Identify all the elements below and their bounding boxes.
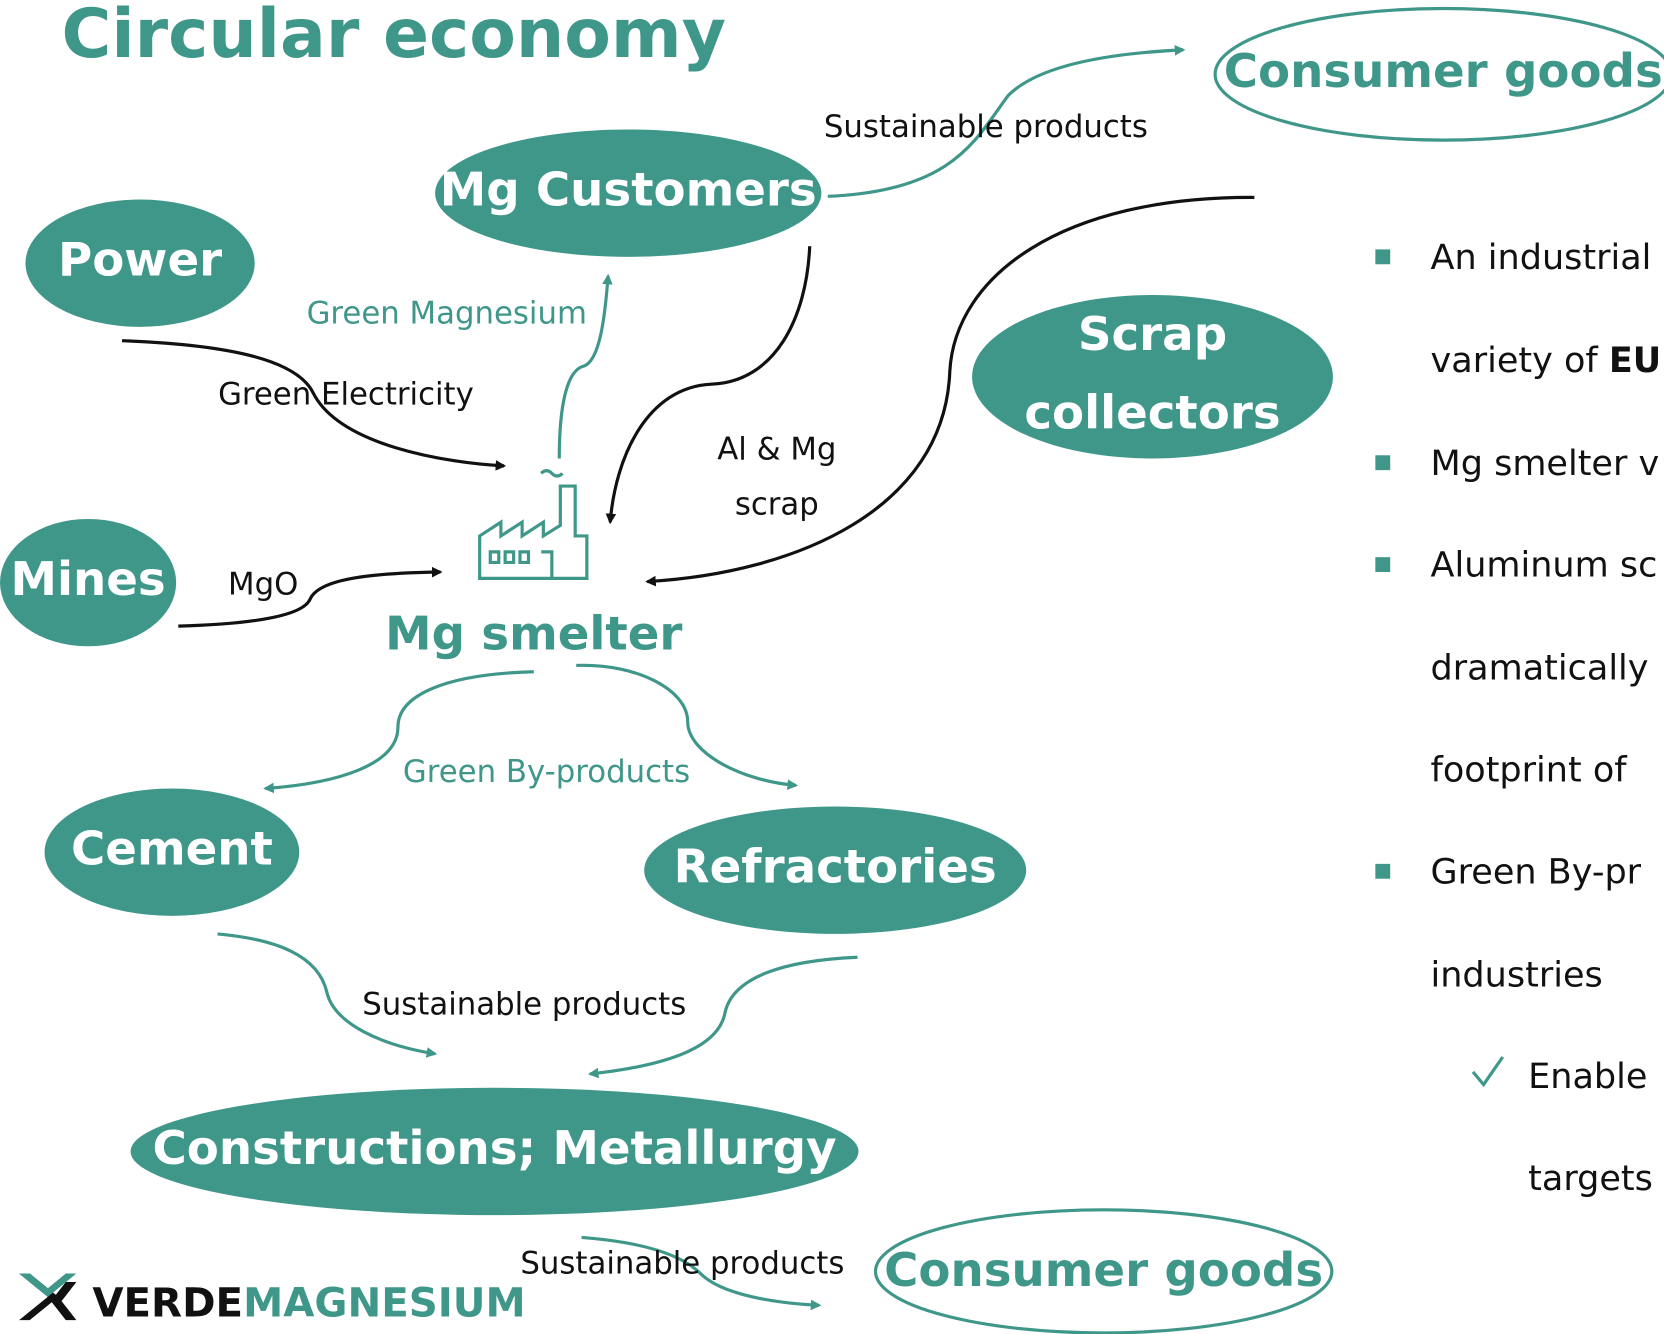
node [972,295,1333,459]
arrow [587,955,858,1079]
bullet-text: variety of EU [1431,340,1662,381]
arrow [557,273,613,459]
node [0,518,177,647]
node [25,199,255,327]
bullet-text: Aluminum sc [1431,545,1658,586]
bullet-square [1375,455,1391,471]
bullet-square [1375,249,1391,265]
arrow [121,339,507,471]
node-label: Consumer goods [1224,45,1663,99]
edge-label: MgO [228,566,298,602]
node [435,129,822,257]
arrow [178,566,443,628]
node-labels: Consumer goods Mg Customers Power Scrap … [11,45,1663,1298]
edge-label: Green By-products [403,754,690,790]
edge-label: Green Electricity [218,376,474,412]
edge-labels: Sustainable products Green Magnesium Gre… [218,109,1148,1282]
bullet-text: footprint of [1431,750,1628,791]
edge-label: scrap [735,487,819,523]
node-label: Cement [71,823,273,877]
arrow [217,932,438,1058]
node-label: Power [58,234,222,288]
node-outline [873,1208,1334,1334]
node-label: Mg smelter [385,607,682,661]
title: Circular economy [62,0,726,74]
arrow [645,195,1255,587]
arrows [121,44,1255,1311]
node-label: Consumer goods [884,1244,1323,1298]
arrow [263,670,534,794]
node-label: Scrap [1078,308,1227,362]
edge-label: Sustainable products [824,109,1148,145]
bullet-text: targets [1528,1158,1653,1199]
bullet-text: industries [1431,954,1603,995]
arrow [605,246,812,525]
edge-label: Sustainable products [362,987,686,1023]
text: variety of [1431,340,1609,381]
bullet-text: Enable [1528,1056,1647,1097]
arrow [581,1235,822,1311]
bullet-text: Mg smelter v [1431,443,1660,484]
bullet-square [1375,863,1391,879]
node [44,788,300,916]
edge-label: Sustainable products [520,1246,844,1282]
text-bold: EU [1609,340,1661,381]
node-outline [1213,6,1664,142]
bullet-square [1375,557,1391,573]
logo-verde: VERDE [92,1279,243,1326]
arrow [827,44,1186,198]
nodes [0,6,1664,1334]
logo: VERDEMAGNESIUM [19,1273,526,1326]
logo-magnesium: MAGNESIUM [243,1279,526,1326]
node-label: Refractories [674,841,997,895]
node [130,1087,859,1216]
node [644,806,1027,934]
node-label: Mines [11,553,166,607]
bullet-text: dramatically [1431,648,1649,689]
edge-label: Al & Mg [717,432,836,468]
check-icon [1471,1056,1505,1088]
edge-label: Green Magnesium [307,296,587,332]
arrow [576,663,799,790]
factory-icon [478,469,589,580]
bullets: An industrial variety of EU Mg smelter v… [1375,237,1661,1199]
logo-text: VERDEMAGNESIUM [92,1279,525,1326]
node-label: collectors [1024,387,1280,441]
bullet-text: An industrial [1431,237,1652,278]
node-label: Constructions; Metallurgy [153,1122,837,1176]
bullet-text: Green By-pr [1431,851,1642,892]
node-label: Mg Customers [440,164,817,218]
